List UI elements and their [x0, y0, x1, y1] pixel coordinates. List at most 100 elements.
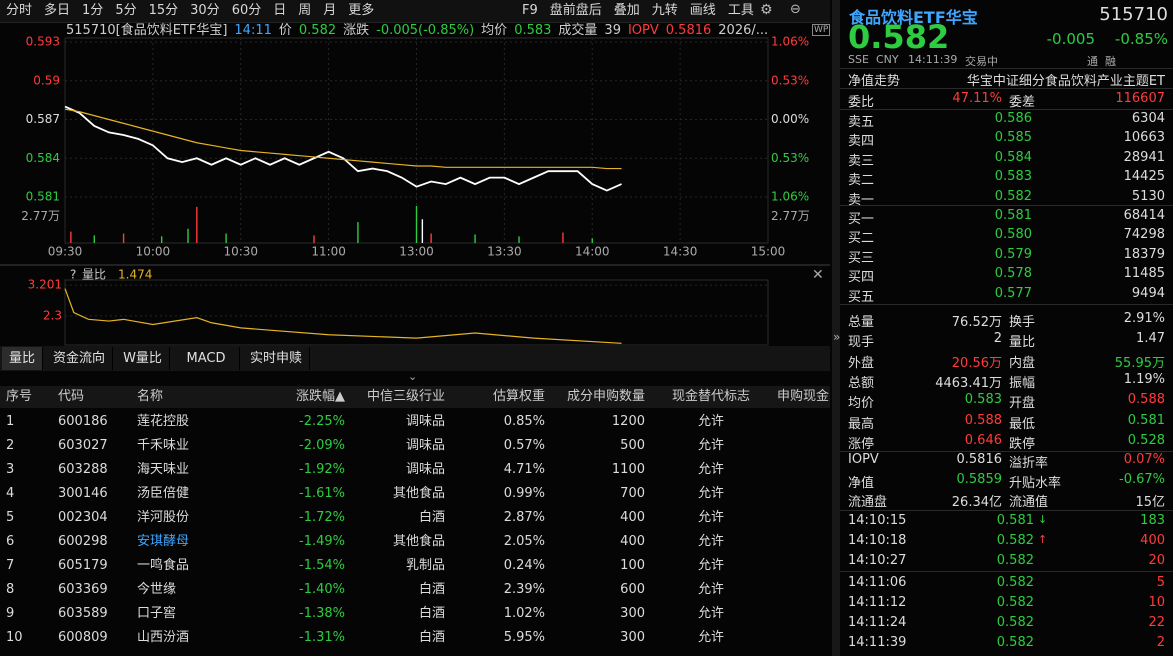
stat-value: 2: [993, 331, 1002, 347]
book-volume: 18379: [1123, 246, 1165, 262]
book-volume: 11485: [1123, 266, 1165, 282]
table-cell: 400: [620, 510, 645, 525]
volume-bar: [70, 231, 72, 243]
table-cell: 允许: [697, 534, 724, 549]
toolbar-item[interactable]: 月: [323, 3, 337, 18]
volume-bar: [430, 233, 432, 243]
settings-icon[interactable]: ⚙: [760, 2, 773, 18]
tab[interactable]: W量比: [116, 347, 170, 370]
toolbar-item[interactable]: F9: [522, 3, 538, 18]
toolbar-item[interactable]: 分时: [6, 3, 33, 18]
stat-label: 振幅: [1009, 375, 1036, 391]
x-tick-label: 10:00: [136, 245, 171, 259]
toolbar-item[interactable]: 盘前盘后: [549, 3, 602, 18]
toolbar-item[interactable]: 1分: [82, 3, 104, 18]
toolbar: F9 盘前盘后 叠加 九转 画线 工具: [516, 1, 760, 21]
stat-value: 1.19%: [1123, 371, 1165, 387]
tab[interactable]: 量比: [2, 347, 43, 370]
book-price: 0.582: [994, 188, 1032, 204]
minimize-icon[interactable]: ⊖: [790, 2, 801, 17]
table-header-cell: 现金替代标志: [671, 389, 750, 404]
tab[interactable]: 实时申赎: [243, 347, 310, 370]
y-tick-label: 0.593: [26, 35, 60, 49]
stat-label: 最低: [1009, 416, 1036, 432]
toolbar-item[interactable]: 九转: [651, 3, 678, 18]
y2-tick-label: 0.53%: [771, 73, 809, 87]
collapse-icon[interactable]: ⌄: [408, 370, 418, 383]
last-price: 0.582: [848, 18, 950, 56]
table-cell: 100: [620, 558, 645, 573]
change: -0.005: [1046, 30, 1095, 48]
table-cell: 允许: [697, 558, 724, 573]
ratio-title: 量比: [82, 268, 106, 282]
table-cell: 2.05%: [503, 534, 545, 549]
table-cell: 4.71%: [503, 462, 545, 477]
stat-label: 流通盘: [848, 495, 888, 511]
nav-label: 净值走势: [848, 74, 901, 89]
help-icon: ?: [70, 268, 76, 282]
toolbar-item[interactable]: 15分: [148, 3, 179, 18]
header-field: 均价: [481, 23, 508, 38]
stat-label: IOPV: [848, 452, 879, 467]
tick-price: 0.582: [996, 553, 1034, 568]
y-tick-label: 0.59: [33, 73, 60, 87]
book-price: 0.581: [994, 208, 1032, 223]
toolbar-item[interactable]: 叠加: [613, 3, 640, 18]
splitter[interactable]: [832, 0, 840, 656]
table-cell: 6: [6, 534, 15, 549]
stat-value: 26.34亿: [951, 495, 1002, 511]
quote-tag: 融: [1105, 55, 1116, 68]
x-tick-label: 14:30: [663, 245, 698, 259]
tab[interactable]: 资金流向: [46, 347, 113, 370]
y-tick-label: 0.581: [26, 190, 60, 204]
wp-icon[interactable]: WP: [812, 24, 831, 36]
book-price: 0.577: [994, 285, 1032, 301]
table-cell: 其他食品: [392, 486, 445, 501]
toolbar-item[interactable]: 周: [298, 3, 312, 18]
book-price: 0.584: [994, 149, 1032, 165]
table-cell: 口子窖: [137, 606, 177, 621]
y2-tick-label: 1.06%: [771, 35, 809, 49]
table-cell: 0.85%: [503, 414, 545, 429]
header-field: IOPV: [627, 23, 659, 38]
stat-value: 4463.41万: [935, 375, 1002, 391]
book-volume: 28941: [1123, 149, 1165, 165]
tick-volume: 10: [1148, 595, 1165, 610]
table-cell: -1.31%: [299, 630, 345, 645]
tab[interactable]: MACD: [173, 347, 240, 370]
x-tick-label: 09:30: [48, 245, 83, 259]
y-tick-label: 3.201: [28, 278, 62, 292]
tick-price: 0.582: [996, 635, 1034, 650]
volume-bar: [187, 228, 189, 243]
book-label: 买四: [848, 270, 875, 286]
close-icon[interactable]: ✕: [812, 267, 824, 283]
toolbar-item[interactable]: 日: [273, 3, 287, 18]
header-field: 涨跌: [343, 23, 370, 38]
table-cell: 海天味业: [137, 462, 190, 477]
toolbar-item[interactable]: 画线: [689, 3, 716, 18]
toolbar-item[interactable]: 60分: [231, 3, 262, 18]
toolbar-item[interactable]: 5分: [115, 3, 137, 18]
divider: [840, 205, 1173, 206]
y-tick-label: 0.587: [26, 112, 60, 126]
toolbar-item[interactable]: 30分: [190, 3, 220, 18]
table-cell: 300146: [58, 486, 108, 501]
table-cell: -2.25%: [299, 414, 345, 429]
table-cell: 允许: [697, 486, 724, 501]
toolbar-item[interactable]: 更多: [348, 3, 375, 18]
stat-label: 最高: [848, 416, 875, 432]
toolbar-item[interactable]: 多日: [44, 3, 71, 18]
quote-tag: 通: [1087, 55, 1098, 68]
table-cell: 洋河股份: [137, 510, 190, 525]
table-cell: 2: [6, 438, 15, 453]
table-cell: 调味品: [405, 462, 445, 477]
y2-tick-label: 2.77万: [771, 209, 810, 223]
table-cell: 5.95%: [503, 630, 545, 645]
tick-volume: 5: [1156, 575, 1165, 590]
avg-line: [64, 108, 622, 170]
expand-icon[interactable]: »: [833, 330, 841, 344]
quote-meta: CNY: [876, 53, 899, 66]
toolbar-item[interactable]: 工具: [727, 3, 754, 18]
volume-bar: [93, 235, 95, 243]
